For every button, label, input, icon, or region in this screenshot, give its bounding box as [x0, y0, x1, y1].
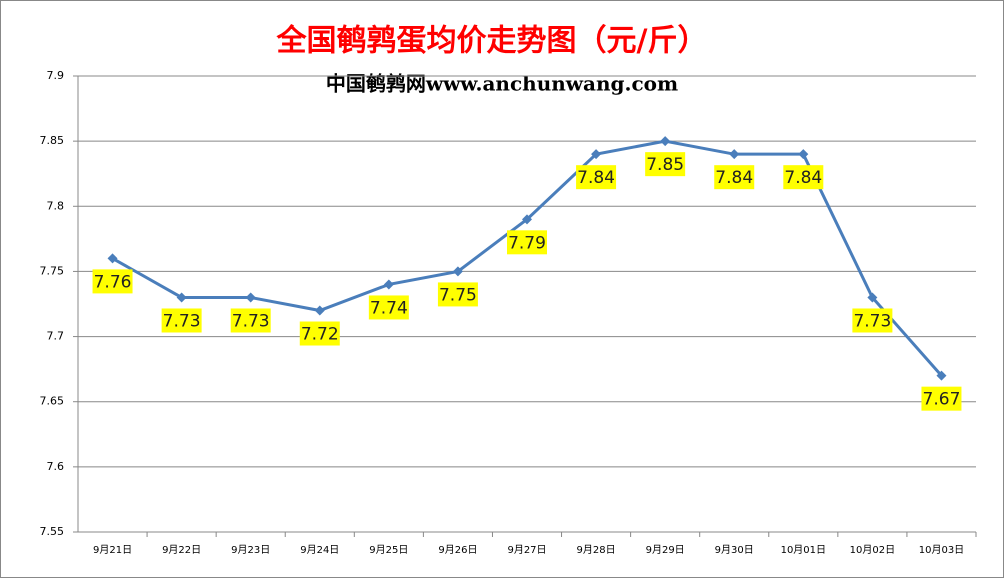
- x-tick-label: 9月26日: [438, 544, 477, 556]
- x-tick-label: 10月02日: [850, 544, 895, 556]
- x-tick-label: 9月25日: [369, 544, 408, 556]
- value-label: 7.85: [646, 155, 684, 175]
- y-tick-label: 7.75: [40, 264, 65, 277]
- value-label-box: [230, 308, 271, 333]
- data-marker: [660, 136, 671, 147]
- data-marker: [522, 214, 532, 225]
- value-label-box: [161, 308, 202, 333]
- value-label-box: [437, 282, 478, 307]
- x-tick-label: 9月21日: [93, 544, 132, 556]
- data-marker: [314, 305, 325, 316]
- y-tick-label: 7.9: [47, 69, 65, 82]
- value-label-box: [507, 230, 547, 255]
- x-tick-label: 9月24日: [300, 544, 339, 556]
- x-tick-label: 9月28日: [577, 544, 616, 556]
- data-marker: [867, 292, 878, 303]
- y-tick-label: 7.6: [47, 460, 65, 473]
- value-label-box: [783, 165, 824, 190]
- x-tick-label: 10月03日: [919, 544, 964, 556]
- value-label-box: [368, 295, 409, 320]
- value-label-box: [92, 269, 133, 294]
- data-marker: [729, 149, 740, 160]
- x-tick-label: 9月23日: [231, 544, 270, 556]
- value-label: 7.84: [715, 168, 753, 188]
- data-marker: [591, 149, 602, 160]
- value-label-box: [921, 386, 962, 411]
- data-marker: [936, 370, 947, 381]
- value-label: 7.84: [784, 168, 822, 188]
- x-tick-label: 10月01日: [781, 544, 826, 556]
- x-tick-label: 9月22日: [162, 544, 201, 556]
- y-tick-label: 7.8: [47, 199, 65, 212]
- value-label-box: [299, 321, 340, 346]
- value-label-box: [645, 152, 686, 177]
- value-label: 7.73: [232, 311, 270, 331]
- data-marker: [176, 292, 187, 303]
- value-label: 7.72: [301, 325, 339, 345]
- value-label: 7.75: [439, 285, 477, 305]
- chart-title: 全国鹌鹑蛋均价走势图（元/斤）: [276, 24, 708, 59]
- value-label: 7.84: [577, 168, 615, 188]
- y-tick-label: 7.7: [47, 330, 65, 343]
- value-label: 7.79: [508, 233, 546, 253]
- y-tick-label: 7.85: [40, 134, 65, 147]
- value-label: 7.74: [370, 298, 408, 318]
- value-label: 7.67: [923, 390, 961, 410]
- x-tick-label: 9月29日: [646, 544, 685, 556]
- x-tick-label: 9月30日: [715, 544, 754, 556]
- chart-subtitle: 中国鹌鹑网www.anchunwang.com: [326, 72, 678, 96]
- data-marker: [383, 279, 394, 290]
- value-label: 7.73: [853, 311, 891, 331]
- data-marker: [107, 253, 118, 264]
- data-marker: [452, 266, 463, 277]
- value-label: 7.76: [94, 272, 132, 292]
- y-tick-label: 7.65: [40, 395, 65, 408]
- value-label: 7.73: [163, 311, 201, 331]
- x-tick-label: 9月27日: [507, 544, 546, 556]
- value-label-box: [852, 308, 893, 333]
- data-marker: [245, 292, 256, 303]
- value-label-box: [576, 165, 617, 190]
- y-tick-label: 7.55: [40, 525, 65, 538]
- value-label-box: [714, 165, 755, 190]
- data-marker: [798, 149, 809, 160]
